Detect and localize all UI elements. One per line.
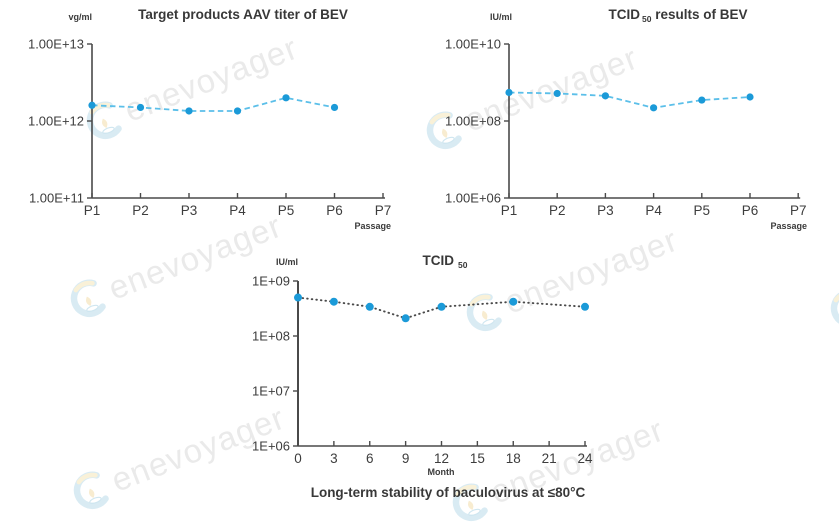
x-tick-label: P1 (84, 203, 101, 218)
watermark-partial (821, 283, 839, 335)
x-tick-label: P5 (694, 203, 711, 218)
watermark: enevoyager (64, 398, 291, 517)
data-series-line (91, 96, 335, 112)
x-tick-label: P4 (229, 203, 246, 218)
x-tick-label: P2 (132, 203, 149, 218)
data-point-marker (698, 96, 706, 104)
stability-chart: 1E+09 1E+08 1E+07 1E+06 0 3 6 9 12 15 18 21 24 (252, 274, 593, 467)
genevoyager-logo-icon (426, 111, 462, 150)
y-tick-label: 1.00E+06 (445, 191, 501, 206)
watermark: enevoyager (77, 28, 304, 147)
x-tick-label: P6 (742, 203, 759, 218)
data-point-marker (330, 103, 339, 112)
y-tick-label: 1E+06 (252, 439, 290, 454)
data-point-marker (437, 302, 446, 311)
y-tick-label: 1E+09 (252, 274, 290, 289)
x-tick-label: P3 (597, 203, 614, 218)
data-point-marker (88, 101, 96, 109)
y-tick-label: 1.00E+10 (445, 37, 501, 52)
y-tick-label: 1.00E+11 (29, 191, 84, 206)
genevoyager-logo-icon (70, 279, 106, 318)
x-tick-label: P4 (645, 203, 662, 218)
genevoyager-logo-icon (73, 471, 109, 510)
y-tick-label: 1E+07 (252, 384, 290, 399)
genevoyager-logo-icon (86, 101, 122, 140)
data-point-marker (505, 88, 513, 97)
watermark: enevoyager (417, 38, 644, 157)
y-tick-label: 1.00E+13 (28, 37, 84, 52)
y-tick-label: 1.00E+08 (445, 114, 501, 129)
y-tick-label: 1.00E+12 (28, 114, 84, 129)
genevoyager-logo-icon (466, 293, 502, 332)
data-point-marker (233, 107, 242, 115)
x-tick-label: P5 (278, 203, 295, 218)
x-tick-label: P3 (181, 203, 198, 218)
genevoyager-logo-icon (830, 289, 839, 328)
x-tick-label: P6 (326, 203, 343, 218)
x-tick-label: P2 (549, 203, 566, 218)
watermark: enevoyager (61, 206, 288, 325)
watermark: enevoyager (443, 410, 670, 529)
x-tick-label: 21 (542, 451, 557, 466)
genevoyager-logo-icon (452, 483, 488, 522)
data-point-marker (294, 293, 302, 302)
data-point-marker (365, 302, 374, 311)
watermark: enevoyager (457, 220, 684, 339)
x-tick-label: 3 (330, 451, 338, 466)
x-tick-label: 18 (506, 451, 521, 466)
x-tick-label: 9 (402, 451, 410, 466)
x-tick-label: 15 (470, 451, 485, 466)
data-point-marker (401, 314, 410, 323)
x-tick-label: 24 (577, 451, 593, 466)
x-tick-label: P7 (375, 203, 392, 218)
x-tick-label: P7 (790, 203, 807, 218)
y-tick-label: 1E+08 (252, 329, 290, 344)
data-point-marker (329, 297, 338, 306)
data-point-marker (509, 297, 518, 306)
data-point-marker (581, 302, 589, 311)
data-point-marker (553, 89, 561, 98)
data-series-line (508, 91, 751, 109)
x-tick-label: 6 (366, 451, 374, 466)
data-point-marker (136, 103, 145, 112)
data-point-marker (185, 107, 193, 115)
data-point-marker (601, 92, 610, 100)
x-tick-label: 0 (294, 451, 302, 466)
data-point-marker (746, 93, 754, 101)
data-point-marker (650, 104, 658, 112)
x-tick-label: 12 (434, 451, 449, 466)
data-point-marker (282, 94, 290, 102)
x-tick-label: P1 (501, 203, 518, 218)
